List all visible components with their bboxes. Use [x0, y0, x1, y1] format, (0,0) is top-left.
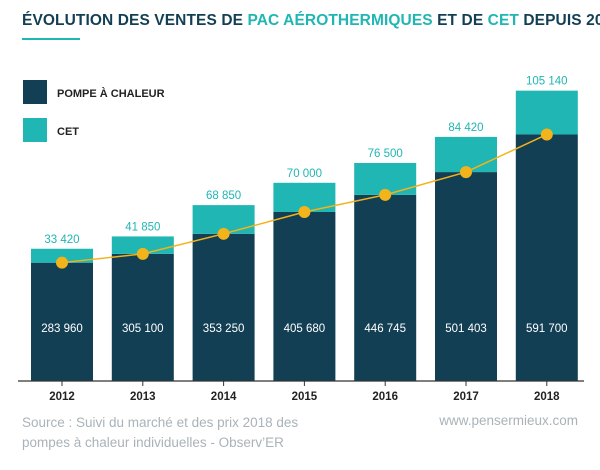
data-label-cet-2014: 68 850 [206, 190, 241, 202]
website-link[interactable]: www.pensermieux.com [439, 413, 578, 428]
bar-pac-2013 [111, 253, 174, 381]
title-part-2: PAC AÉROTHERMIQUES [247, 12, 433, 29]
data-label-pac-2016: 446 745 [364, 323, 406, 335]
title-part-4: CET [487, 12, 519, 29]
data-label-cet-2015: 70 000 [287, 168, 322, 180]
data-label-pac-2018: 591 700 [526, 323, 568, 335]
legend-swatch-cet [23, 118, 47, 142]
data-label-pac-2012: 283 960 [41, 323, 83, 335]
source-note: Source : Suivi du marché et des prix 201… [22, 413, 352, 453]
data-label-cet-2013: 41 850 [125, 221, 160, 233]
title-part-5: DEPUIS 2012 [523, 12, 600, 29]
bar-cet-2018 [515, 90, 578, 135]
x-tick-label-2018: 2018 [534, 391, 560, 403]
bar-pac-2017 [435, 172, 497, 381]
legend-label-cet: CET [57, 126, 79, 138]
trend-point-2012 [56, 256, 68, 269]
stacked-bar-chart: 33 420 283 960 2012 41 850 305 100 2013 68 850… [18, 76, 584, 403]
data-label-cet-2018: 105 140 [526, 76, 568, 88]
legend-label-pac: POMPE À CHALEUR [57, 87, 165, 100]
chart-title: ÉVOLUTION DES VENTES DE PAC AÉROTHERMIQU… [22, 12, 600, 30]
x-tick-label-2012: 2012 [49, 391, 75, 403]
data-label-pac-2015: 405 680 [284, 323, 326, 335]
trend-point-2018 [540, 128, 553, 141]
trend-point-2013 [136, 247, 149, 260]
x-tick-label-2015: 2015 [292, 391, 318, 403]
source-line-1: Source : Suivi du marché et des prix 201… [22, 415, 299, 430]
trend-point-2015 [298, 205, 311, 218]
data-label-pac-2017: 501 403 [445, 323, 487, 335]
title-part-3: ET DE [432, 12, 488, 29]
data-label-cet-2017: 84 420 [448, 122, 483, 134]
data-label-cet-2016: 76 500 [368, 148, 403, 160]
bar-pac-2012 [31, 262, 93, 381]
source-line-2: pompes à chaleur individuelles - Observ’… [22, 435, 284, 450]
trend-point-2016 [379, 188, 392, 201]
bar-pac-2015 [273, 211, 336, 381]
bar-cet-2012 [31, 248, 93, 263]
bar-pac-2018 [515, 134, 578, 381]
x-tick-label-2014: 2014 [211, 391, 237, 403]
bar-pac-2014 [192, 233, 255, 381]
bar-pac-2016 [354, 194, 417, 381]
x-tick-label-2017: 2017 [453, 391, 479, 403]
trend-point-2014 [217, 227, 230, 240]
data-label-pac-2014: 353 250 [203, 323, 245, 335]
x-tick-label-2013: 2013 [130, 391, 156, 403]
title-part-1: ÉVOLUTION DES VENTES DE [22, 12, 248, 29]
legend-swatch-pac [23, 80, 47, 104]
title-underline [22, 38, 80, 40]
x-tick-label-2016: 2016 [372, 391, 398, 403]
data-label-cet-2012: 33 420 [44, 234, 79, 246]
data-label-pac-2013: 305 100 [122, 323, 164, 335]
trend-point-2017 [460, 166, 472, 179]
